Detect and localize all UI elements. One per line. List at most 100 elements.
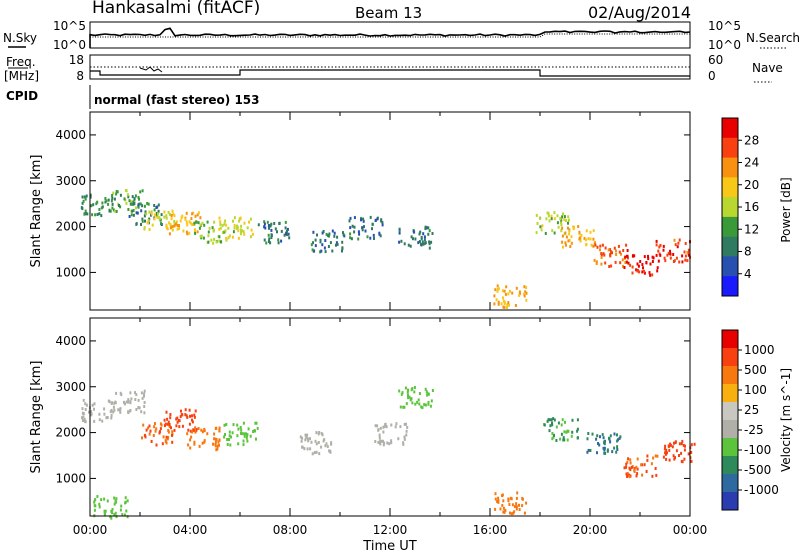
beam-title: Beam 13	[355, 4, 422, 22]
data-cell	[592, 244, 595, 248]
data-cell	[242, 421, 245, 425]
data-cell	[503, 289, 506, 293]
data-cell	[658, 245, 661, 249]
data-cell	[178, 419, 181, 423]
data-cell	[113, 197, 116, 201]
nave-label: Nave	[752, 61, 783, 75]
data-cell	[564, 219, 567, 222]
data-cell	[311, 248, 314, 252]
data-cell	[645, 470, 648, 473]
data-cell	[141, 217, 144, 221]
data-cell	[510, 497, 513, 501]
data-cell	[115, 192, 118, 196]
data-cell	[89, 195, 92, 199]
data-cell	[223, 435, 226, 439]
data-cell	[518, 503, 520, 507]
data-cell	[91, 213, 94, 217]
data-cell	[111, 507, 114, 511]
data-cell	[336, 243, 339, 246]
data-cell	[411, 401, 414, 405]
data-cell	[403, 242, 406, 246]
data-cell	[285, 232, 287, 236]
data-cell	[631, 254, 634, 258]
data-cell	[424, 241, 427, 245]
data-cell	[625, 465, 628, 469]
data-cell	[619, 261, 622, 265]
data-cell	[555, 439, 558, 442]
ytick-label: 1000	[55, 471, 86, 485]
data-cell	[162, 435, 165, 439]
data-cell	[571, 418, 574, 422]
data-cell	[268, 240, 270, 243]
data-cell	[636, 467, 639, 471]
data-cell	[114, 401, 117, 405]
data-cell	[228, 430, 231, 434]
data-cell	[417, 241, 420, 245]
data-cell	[218, 438, 221, 442]
ytick-label: 3000	[55, 380, 86, 394]
data-cell	[583, 236, 586, 240]
data-cell	[239, 232, 242, 236]
data-cell	[110, 413, 113, 417]
data-cell	[402, 441, 405, 445]
data-cell	[674, 243, 677, 247]
data-cell	[319, 238, 322, 242]
noise-left-tick-lo: 10^0	[53, 38, 86, 52]
data-cell	[113, 502, 116, 506]
data-cell	[361, 226, 364, 230]
data-cell	[422, 232, 425, 236]
data-cell	[189, 438, 192, 442]
data-cell	[317, 441, 320, 444]
data-cell	[217, 440, 220, 444]
data-cell	[578, 236, 581, 240]
data-cell	[598, 443, 601, 447]
data-cell	[160, 423, 163, 427]
data-cell	[599, 435, 601, 439]
data-cell	[169, 223, 172, 226]
data-cell	[133, 202, 136, 205]
data-cell	[403, 437, 406, 441]
data-cell	[394, 425, 397, 429]
data-cell	[682, 443, 685, 447]
data-cell	[418, 240, 421, 243]
data-cell	[564, 420, 566, 424]
data-cell	[145, 212, 148, 216]
data-cell	[626, 249, 629, 252]
data-cell	[506, 303, 509, 307]
data-cell	[326, 445, 329, 448]
data-cell	[113, 513, 116, 516]
data-cell	[316, 233, 318, 237]
data-cell	[424, 403, 427, 407]
ytick-label: 1000	[55, 265, 86, 279]
data-cell	[110, 199, 113, 203]
data-cell	[580, 233, 583, 237]
data-cell	[551, 423, 554, 427]
data-cell	[411, 387, 414, 391]
data-cell	[576, 429, 579, 433]
data-cell	[401, 391, 404, 395]
data-cell	[556, 221, 559, 225]
data-cell	[623, 266, 626, 269]
data-cell	[683, 448, 686, 452]
data-cell	[675, 256, 678, 260]
data-cell	[226, 438, 229, 441]
data-cell	[376, 217, 379, 221]
data-cell	[221, 224, 224, 228]
data-cell	[684, 444, 686, 448]
data-cell	[376, 424, 379, 428]
ytick-label: 4000	[55, 128, 86, 142]
data-cell	[424, 387, 427, 391]
data-cell	[687, 248, 690, 252]
data-cell	[186, 432, 189, 436]
data-cell	[214, 444, 217, 448]
data-cell	[615, 450, 618, 454]
data-cell	[218, 227, 221, 231]
data-cell	[416, 400, 419, 404]
data-cell	[650, 462, 653, 466]
data-cell	[378, 436, 381, 440]
data-cell	[625, 462, 628, 466]
data-cell	[155, 211, 158, 215]
colorbar-tick-label: 12	[744, 222, 759, 236]
data-cell	[173, 214, 176, 218]
colorbar-swatch	[722, 236, 738, 257]
